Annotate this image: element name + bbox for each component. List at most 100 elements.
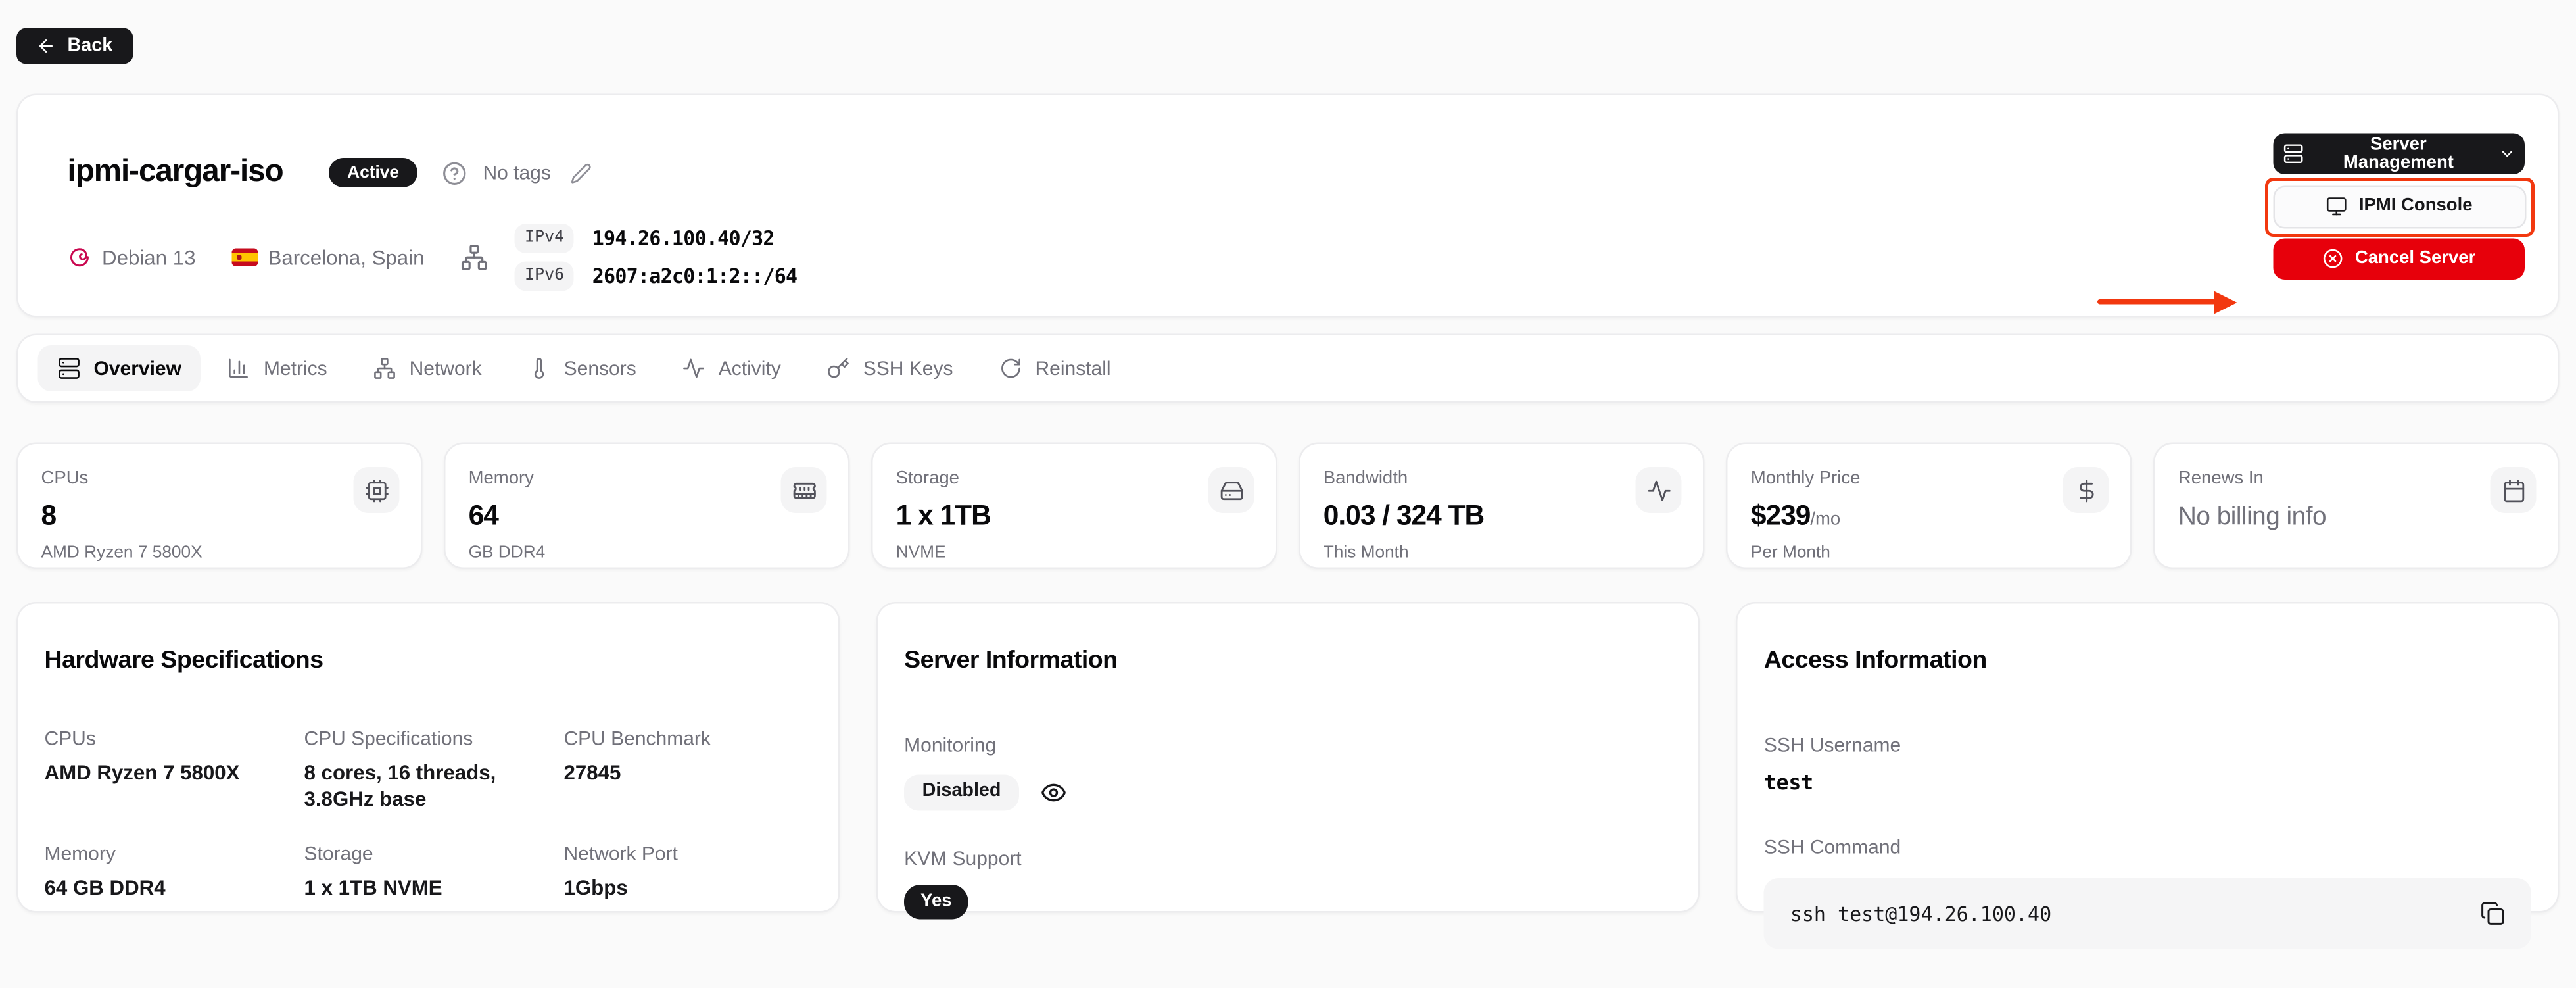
hardware-specifications-card: Hardware Specifications CPUs AMD Ryzen 7… [16,602,840,913]
stat-value: 0.03 / 324 TB [1323,500,1485,531]
card-title: Hardware Specifications [44,646,324,675]
top-bar: Back [0,0,2576,64]
os-item: Debian 13 [68,245,196,270]
spec-value: 64 GB DDR4 [44,876,166,899]
stats-row: CPUs 8 AMD Ryzen 7 5800X Memory 64 GB DD… [16,442,2560,569]
status-badge: Active [329,157,417,188]
tab-label: Overview [93,357,181,380]
arrow-head [2214,290,2237,314]
help-circle-icon[interactable] [442,161,467,185]
title-row: ipmi-cargar-iso Active No tags [68,155,2558,191]
annotation-highlight-box: IPMI Console [2264,176,2535,236]
tab-activity[interactable]: Activity [663,345,801,391]
ipv6-address: 2607:a2c0:1:2::/64 [592,264,798,288]
spec-value: 1Gbps [563,876,628,899]
stat-label: CPUs [41,468,89,489]
card-title: Server Information [904,646,1118,675]
network-icon [374,358,396,379]
spec-label: CPUs [44,727,96,750]
dollar-icon [2063,467,2109,513]
key-icon [828,358,849,378]
network-topology-icon[interactable] [461,243,489,272]
server-management-button[interactable]: Server Management [2273,133,2525,174]
server-icon [59,358,80,379]
ipmi-console-label: IPMI Console [2358,195,2473,216]
tab-overview[interactable]: Overview [37,345,201,391]
tab-sensors[interactable]: Sensors [508,345,656,391]
card-title: Access Information [1763,646,1988,675]
spec-label: Storage [304,841,373,864]
ipv4-row: IPv4 194.26.100.40/32 [515,224,797,253]
stat-card-bandwidth: Bandwidth 0.03 / 324 TB This Month [1299,442,1705,569]
monitoring-label: Monitoring [904,733,997,756]
spec-label: Memory [44,841,116,864]
annotation-arrow [2097,290,2237,314]
server-meta-row: Debian 13 Barcelona, Spain IPv4 194.26.1… [68,224,2558,291]
stat-sub: Per Month [1750,543,1830,562]
monitoring-row: Disabled [904,774,1672,810]
tab-label: Reinstall [1035,357,1111,380]
tab-label: SSH Keys [863,357,953,380]
debian-logo-icon [70,248,89,267]
ip-address-block: IPv4 194.26.100.40/32 IPv6 2607:a2c0:1:2… [515,224,798,291]
stat-sub: This Month [1323,543,1409,562]
stat-value: No billing info [2178,503,2327,531]
kvm-support-badge: Yes [904,883,968,919]
stat-sub: NVME [895,543,946,562]
ipmi-console-button[interactable]: IPMI Console [2272,185,2526,228]
tab-reinstall[interactable]: Reinstall [979,345,1130,391]
tab-ssh-keys[interactable]: SSH Keys [807,345,973,391]
stat-label: Monthly Price [1750,468,1861,489]
x-circle-icon [2324,249,2343,269]
activity-icon [1635,467,1682,513]
spec-value: 1 x 1TB NVME [304,876,442,899]
stat-value: $239/mo [1750,500,1841,531]
spec-item: Network Port 1Gbps [564,841,813,901]
stat-card-monthly-price: Monthly Price $239/mo Per Month [1726,442,2132,569]
ipv6-row: IPv6 2607:a2c0:1:2::/64 [515,261,798,291]
tab-metrics[interactable]: Metrics [208,345,347,391]
os-label: Debian 13 [102,245,196,269]
edit-tags-icon[interactable] [571,162,592,184]
ssh-command-label: SSH Command [1763,835,1901,858]
stat-sub: GB DDR4 [468,543,546,562]
stat-card-renews-in: Renews In No billing info [2153,442,2560,569]
memory-icon [780,467,827,513]
ssh-username-label: SSH Username [1763,733,1901,756]
spec-label: CPU Benchmark [563,727,711,750]
spec-value: 27845 [563,761,621,785]
server-management-label: Server Management [2343,134,2454,172]
ipv4-badge: IPv4 [515,224,575,253]
server-icon [2284,144,2303,164]
access-information-card: Access Information SSH Username test SSH… [1736,602,2560,949]
hard-drive-icon [1208,467,1254,513]
chevron-down-icon [2501,151,2512,157]
stat-card-storage: Storage 1 x 1TB NVME [871,442,1277,569]
stat-label: Renews In [2178,468,2264,489]
spec-item: CPUs AMD Ryzen 7 5800X [45,727,304,813]
ssh-command-value: ssh test@194.26.100.40 [1790,902,2052,926]
stat-sub: AMD Ryzen 7 5800X [41,543,203,562]
arrow-line [2097,299,2216,305]
tab-network[interactable]: Network [354,345,502,391]
copy-icon[interactable] [2481,901,2506,926]
server-header-card: ipmi-cargar-iso Active No tags Debian 13… [16,93,2560,318]
back-label: Back [67,36,113,56]
refresh-icon [1001,358,1020,378]
bar-chart-icon [229,358,249,378]
cancel-server-button[interactable]: Cancel Server [2273,238,2525,280]
tab-label: Metrics [263,357,327,380]
stat-label: Bandwidth [1323,468,1408,489]
spec-value: AMD Ryzen 7 5800X [44,761,240,785]
eye-icon[interactable] [1041,779,1067,805]
monitor-icon [2327,197,2347,216]
cpu-icon [353,467,400,513]
stat-card-memory: Memory 64 GB DDR4 [444,442,850,569]
header-actions: Server Management IPMI Console Cancel Se… [2264,133,2535,280]
back-button[interactable]: Back [16,28,133,64]
spec-item: Storage 1 x 1TB NVME [304,841,564,901]
price-suffix: /mo [1810,510,1841,530]
spec-label: Network Port [563,841,678,864]
spec-item: CPU Specifications 8 cores, 16 threads, … [304,727,564,813]
